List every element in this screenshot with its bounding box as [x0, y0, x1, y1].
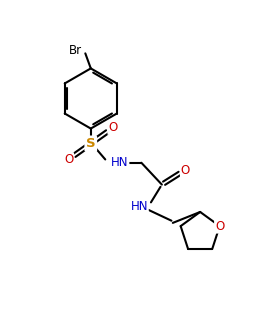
- Text: O: O: [181, 164, 190, 177]
- Text: Br: Br: [69, 44, 82, 57]
- Text: HN: HN: [111, 156, 129, 169]
- Text: O: O: [215, 220, 224, 233]
- Text: HN: HN: [131, 200, 148, 213]
- Text: O: O: [64, 153, 74, 166]
- Text: S: S: [86, 137, 95, 150]
- Text: O: O: [108, 121, 117, 134]
